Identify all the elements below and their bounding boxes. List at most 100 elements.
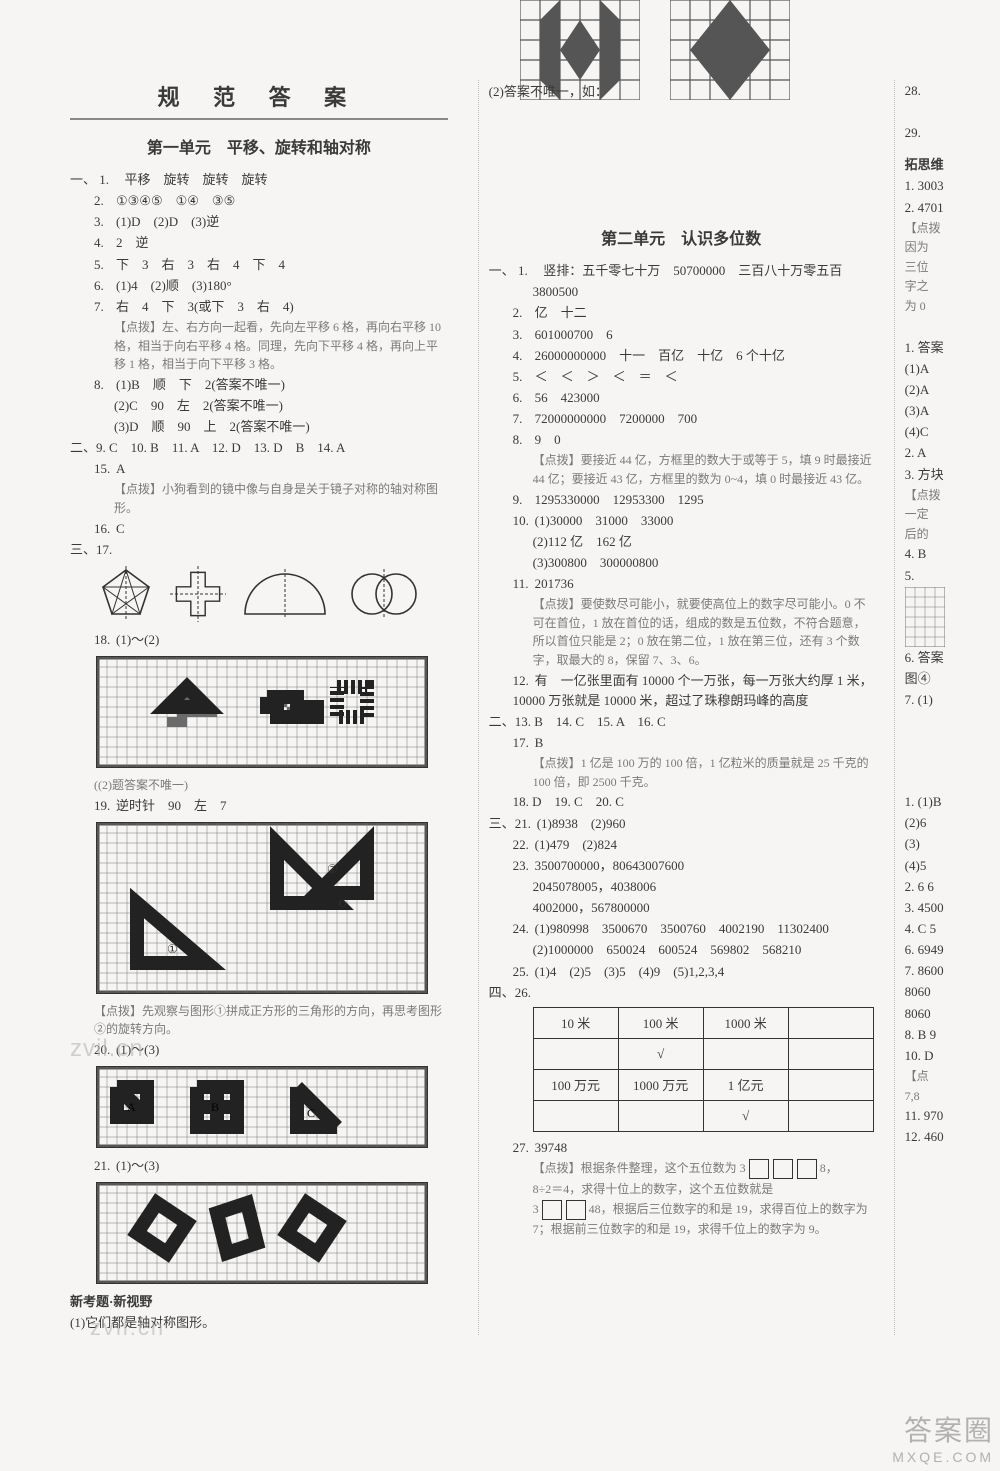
qnum: 18. [94, 630, 116, 650]
answer-text: (1)980998 3500670 3500760 4002190 113024… [535, 921, 829, 936]
strip-text: (4)C [905, 422, 950, 442]
strip-text: (1)A [905, 359, 950, 379]
hint-text: 【点拨】要接近 44 亿，方框里的数大于或等于 5，填 9 时最接近 44 亿；… [489, 451, 874, 488]
strip-text: (2)6 [905, 813, 950, 833]
answer-text: (1)D (2)D (3)逆 [116, 214, 219, 229]
q26-table: 10 米 100 米 1000 米 √ 100 万元 1000 万元 1 亿元 [533, 1007, 874, 1132]
answer-text: 9 0 [535, 432, 561, 447]
qnum: 7. [513, 409, 535, 429]
svg-text:C: C [307, 1106, 315, 1120]
q20-grid: ABC [96, 1066, 428, 1148]
qnum: 17. [96, 540, 118, 560]
answer-text: B [535, 735, 544, 750]
table-cell: 100 米 [618, 1007, 703, 1038]
header-rule [70, 118, 448, 120]
strip-text: 1. (1)B [905, 792, 950, 812]
strip-text: (3) [905, 834, 950, 854]
qnum: 27. [513, 1138, 535, 1158]
strip-text: 6. 答案 [905, 648, 950, 668]
sec-label: 一、 [70, 170, 96, 190]
table-cell [618, 1100, 703, 1131]
column-middle: (2)答案不唯一，如： 第二单元 认识多位数 一、 1. 竖排：五千零七十万 5… [478, 80, 884, 1335]
qnum: 2. [513, 303, 535, 323]
answer-text: 亿 十二 [535, 305, 587, 320]
qnum: 3. [94, 212, 116, 232]
hint-text: 3 [533, 1202, 539, 1216]
strip-text: 1. 3003 [905, 176, 950, 196]
strip-text: 10. D [905, 1046, 950, 1066]
hint-text: 【点拨】先观察与图形①拼成正方形的三角形的方向，再思考图形②的旋转方向。 [70, 1002, 448, 1039]
answer-note: ((2)题答案不唯一) [70, 776, 448, 795]
answer-text: 4002000，567800000 [489, 898, 874, 918]
qnum: 8. [513, 430, 535, 450]
answer-text: 56 423000 [535, 390, 600, 405]
qnum: 6. [513, 388, 535, 408]
answer-text: (1)B 顺 下 2(答案不唯一) [116, 377, 285, 392]
answer-text: 下 3 右 3 右 4 下 4 [116, 257, 285, 272]
answer-text: (1)479 (2)824 [535, 837, 617, 852]
svg-text:①: ① [167, 942, 178, 956]
strip-text: 11. 970 [905, 1106, 950, 1126]
strip-text: 4. B [905, 544, 950, 564]
strip-text: 12. 460 [905, 1127, 950, 1147]
qnum: 21. [94, 1156, 116, 1176]
table-cell: √ [703, 1100, 788, 1131]
answer-text: (1)～(3) [116, 1158, 159, 1173]
strip-text: 2. 6 6 [905, 877, 950, 897]
strip-text: 字之 [905, 277, 950, 296]
qnum: 2. [94, 191, 116, 211]
svg-text:O: O [339, 899, 346, 910]
answer-text: 右 4 下 3(或下 3 右 4) [116, 299, 294, 314]
watermark-text: MXQE.COM [892, 1449, 994, 1465]
table-cell [533, 1100, 618, 1131]
strip-grid-icon [905, 587, 945, 647]
strip-text: 图④ [905, 669, 950, 689]
answer-text: (1)4 (2)5 (3)5 (4)9 (5)1,2,3,4 [535, 964, 725, 979]
strip-text: 三位 [905, 258, 950, 277]
table-row: √ [533, 1100, 873, 1131]
qnum: 11. [513, 574, 535, 594]
sec-label: 四、 [489, 983, 515, 1003]
table-cell [533, 1038, 618, 1069]
table-row: 100 万元 1000 万元 1 亿元 [533, 1069, 873, 1100]
corner-watermark: 答案圈 MXQE.COM [892, 1409, 994, 1465]
answer-text: 3800500 [489, 282, 874, 302]
qnum: 4. [513, 346, 535, 366]
strip-text: 29. [905, 123, 950, 143]
strip-text: 【点拨 [905, 219, 950, 238]
strip-text: 7. (1) [905, 690, 950, 710]
q19-grid: ① ② O [96, 822, 428, 994]
qnum: 8. [94, 375, 116, 395]
cross-icon [170, 566, 226, 622]
qnum: 1. [99, 170, 121, 190]
qnum: 15. [94, 459, 116, 479]
answer-text: ＜ ＜ ＞ ＜ ＝ ＜ [535, 369, 678, 384]
qnum: 7. [94, 297, 116, 317]
digit-boxes [749, 1159, 817, 1179]
strip-text: 1. 答案 [905, 338, 950, 358]
strip-text: 【点拨 [905, 486, 950, 505]
answer-text: 逆时针 90 左 7 [116, 798, 227, 813]
answer-text: 3500700000，80643007600 [535, 858, 685, 873]
table-cell: √ [618, 1038, 703, 1069]
strip-text: 为 0 [905, 297, 950, 316]
strip-text: 一定 [905, 505, 950, 524]
table-cell [703, 1038, 788, 1069]
table-cell: 1 亿元 [703, 1069, 788, 1100]
q18-grid [96, 656, 428, 768]
answer-text: 平移 旋转 旋转 旋转 [125, 172, 268, 187]
page-title: 规 范 答 案 [70, 80, 448, 112]
answer-text: (3)D 顺 90 上 2(答案不唯一) [114, 419, 310, 434]
column-right-strip: 28. 29. 拓思维 1. 3003 2. 4701 【点拨 因为 三位 字之… [894, 80, 960, 1335]
qnum: 5. [94, 255, 116, 275]
unit1-title: 第一单元 平移、旋转和轴对称 [70, 134, 448, 158]
strip-text: 【点 [905, 1067, 950, 1086]
answer-text: ①③④⑤ ①④ ③⑤ [116, 193, 235, 208]
answer-text: 1295330000 12953300 1295 [535, 492, 704, 507]
strip-text: 5. [905, 566, 950, 586]
strip-text: (4)5 [905, 856, 950, 876]
pentagon-icon [96, 566, 156, 622]
watermark-text: 答案圈 [892, 1409, 994, 1449]
answer-text: 竖排：五千零七十万 50700000 三百八十万零五百 [543, 263, 842, 278]
answer-text: (1)8938 (2)960 [537, 816, 626, 831]
